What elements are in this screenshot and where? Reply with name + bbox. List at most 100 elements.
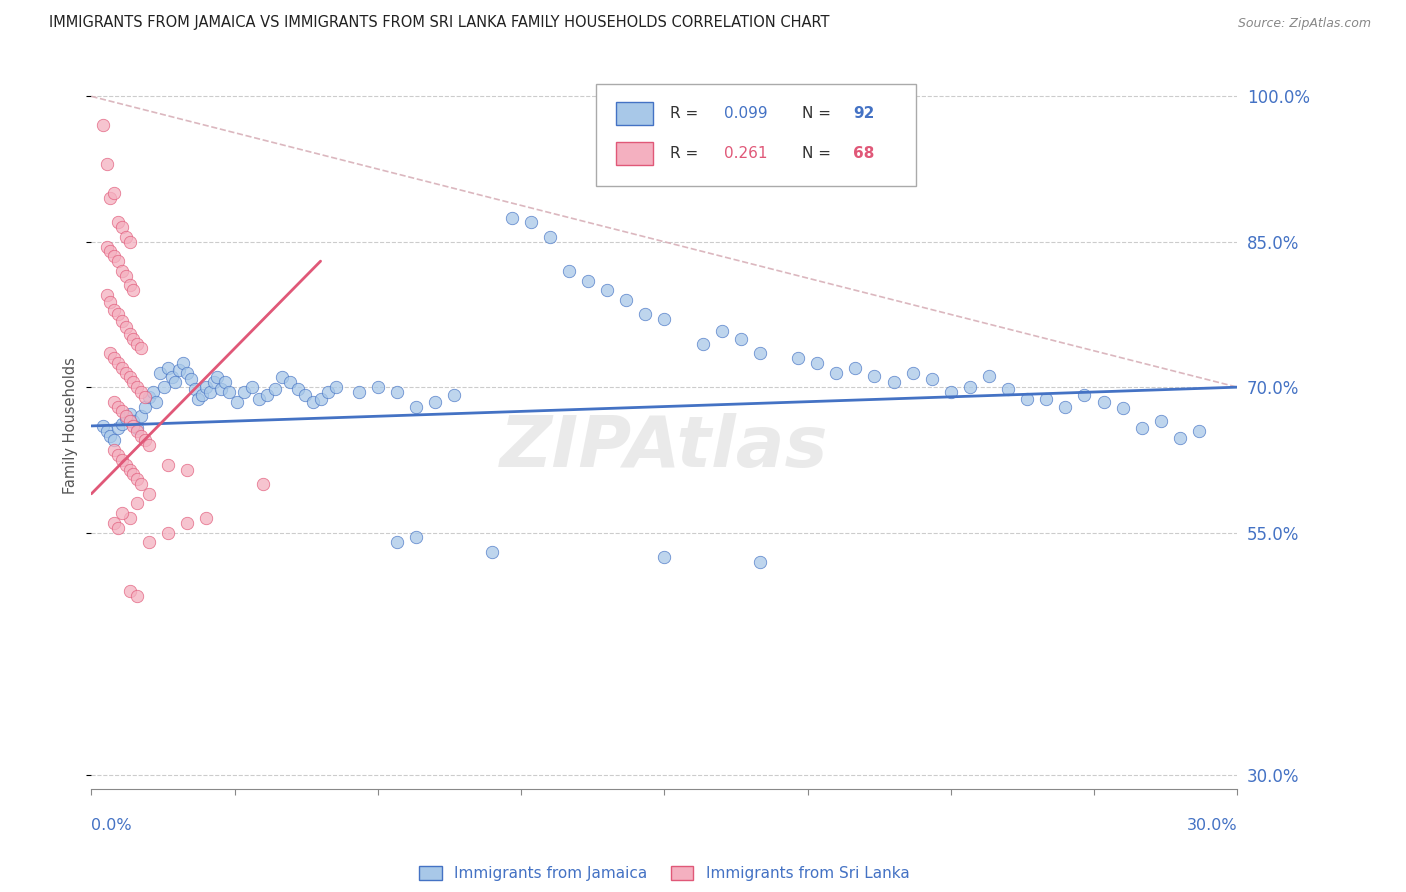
- Point: [180, 372, 202, 386]
- Point: [118, 235, 141, 249]
- Point: [127, 380, 149, 394]
- Point: [127, 589, 149, 603]
- Point: [1150, 414, 1173, 428]
- Point: [100, 191, 122, 205]
- Point: [103, 394, 125, 409]
- Point: [939, 384, 962, 399]
- Point: [103, 351, 125, 365]
- Point: [271, 370, 294, 384]
- Y-axis label: Family Households: Family Households: [63, 358, 79, 494]
- Point: [1130, 421, 1153, 435]
- Point: [191, 388, 214, 402]
- Point: [156, 458, 179, 472]
- Point: [91, 419, 114, 434]
- Point: [127, 421, 149, 435]
- Point: [127, 336, 149, 351]
- Point: [153, 380, 176, 394]
- Point: [138, 438, 160, 452]
- Point: [100, 244, 122, 259]
- Point: [107, 254, 129, 268]
- Point: [134, 400, 156, 414]
- Point: [538, 230, 561, 244]
- Point: [138, 487, 160, 501]
- Point: [405, 530, 427, 544]
- Point: [138, 390, 160, 404]
- Point: [111, 360, 134, 375]
- Point: [263, 382, 285, 396]
- Point: [558, 264, 581, 278]
- Point: [91, 119, 114, 133]
- Point: [118, 278, 141, 293]
- Point: [218, 384, 240, 399]
- Point: [114, 320, 136, 334]
- Point: [96, 424, 118, 438]
- Point: [294, 388, 316, 402]
- Point: [145, 394, 167, 409]
- Point: [194, 380, 217, 394]
- Point: [1054, 400, 1077, 414]
- Point: [385, 535, 408, 549]
- Point: [111, 453, 134, 467]
- Text: Source: ZipAtlas.com: Source: ZipAtlas.com: [1237, 17, 1371, 29]
- Point: [921, 372, 943, 386]
- Point: [302, 394, 325, 409]
- Point: [103, 302, 125, 317]
- Point: [748, 346, 770, 360]
- Point: [111, 220, 134, 235]
- Point: [1035, 392, 1057, 406]
- Point: [107, 421, 129, 435]
- Text: N =: N =: [801, 106, 831, 120]
- Point: [114, 411, 136, 425]
- Point: [309, 392, 332, 406]
- Point: [111, 417, 134, 431]
- Point: [118, 583, 141, 598]
- Point: [176, 366, 198, 380]
- Point: [118, 511, 141, 525]
- Point: [405, 400, 427, 414]
- Point: [863, 368, 886, 383]
- Point: [214, 376, 236, 390]
- Point: [156, 360, 179, 375]
- Point: [278, 376, 301, 390]
- Point: [122, 332, 145, 346]
- Point: [100, 346, 122, 360]
- Point: [111, 404, 134, 418]
- Point: [100, 294, 122, 309]
- Point: [127, 472, 149, 486]
- Point: [107, 308, 129, 322]
- Point: [443, 388, 465, 402]
- Point: [730, 332, 752, 346]
- Point: [481, 545, 503, 559]
- FancyBboxPatch shape: [596, 84, 917, 186]
- Point: [183, 382, 205, 396]
- Point: [111, 264, 134, 278]
- Point: [118, 407, 141, 421]
- Point: [122, 467, 145, 482]
- Point: [1168, 431, 1191, 445]
- Point: [96, 157, 118, 171]
- Point: [129, 342, 152, 356]
- Point: [165, 376, 187, 390]
- Text: 68: 68: [853, 145, 875, 161]
- Text: N =: N =: [801, 145, 831, 161]
- FancyBboxPatch shape: [616, 142, 652, 165]
- Point: [129, 384, 152, 399]
- Point: [501, 211, 523, 225]
- Point: [114, 268, 136, 283]
- Point: [129, 428, 152, 442]
- Point: [233, 384, 256, 399]
- Text: 0.0%: 0.0%: [91, 818, 132, 832]
- Point: [652, 312, 675, 326]
- Point: [103, 434, 125, 448]
- Point: [325, 380, 347, 394]
- Point: [118, 370, 141, 384]
- Point: [748, 555, 770, 569]
- Point: [287, 382, 309, 396]
- Point: [806, 356, 828, 370]
- Point: [122, 414, 145, 428]
- Point: [103, 186, 125, 201]
- Point: [107, 400, 129, 414]
- Point: [111, 506, 134, 520]
- Point: [107, 356, 129, 370]
- Point: [977, 368, 1000, 383]
